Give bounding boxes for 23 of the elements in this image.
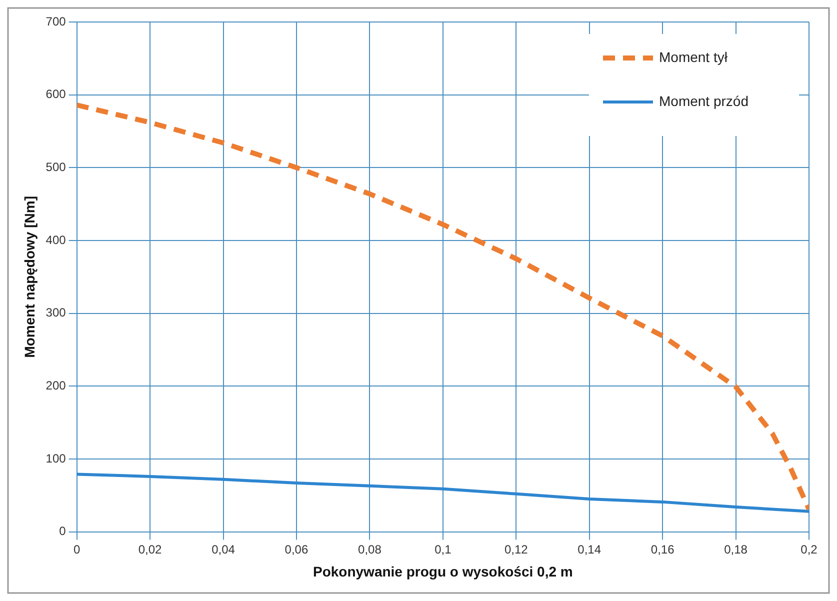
legend-label: Moment przód [659,92,748,109]
y-tick-label: 700 [46,14,66,28]
x-tick-label: 0,08 [358,542,382,556]
x-tick-label: 0,04 [212,542,236,556]
legend-label: Moment tył [659,48,728,65]
y-tick-label: 500 [46,160,66,174]
y-tick-label: 600 [46,87,66,102]
x-tick-label: 0,2 [800,542,818,556]
x-tick-label: 0,02 [138,542,162,556]
y-tick-label: 300 [46,306,66,320]
y-tick-label: 200 [46,378,66,392]
y-tick-label: 400 [46,232,66,247]
x-tick-label: 0,18 [724,542,748,556]
x-tick-label: 0,14 [578,542,602,556]
x-tick-label: 0,1 [434,542,452,556]
x-axis-title: Pokonywanie progu o wysokości 0,2 m [312,563,573,580]
y-tick-label: 100 [46,451,66,466]
y-axis-title: Moment napędowy [Nm] [21,196,38,358]
x-tick-label: 0,12 [504,542,528,556]
x-tick-label: 0,16 [650,542,675,556]
x-tick-label: 0,06 [284,542,308,556]
x-tick-label: 0 [73,542,80,556]
y-tick-label: 0 [59,524,66,538]
